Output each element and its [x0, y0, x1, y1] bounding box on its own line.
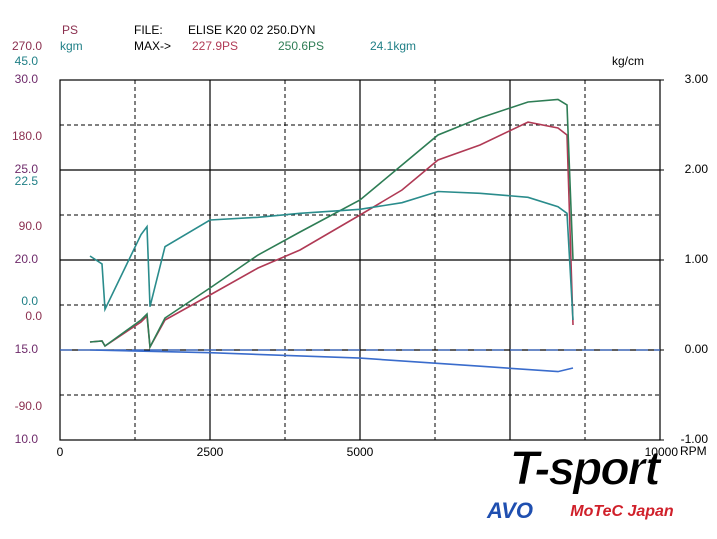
file-name: ELISE K20 02 250.DYN — [188, 23, 315, 37]
y-tick-label: 0.0 — [21, 294, 38, 308]
y-tick-label: 1.00 — [685, 252, 709, 266]
y-tick-label: 45.0 — [15, 54, 39, 68]
axis-name: kg/cm — [612, 54, 644, 68]
x-tick-label: 2500 — [197, 445, 224, 459]
axis-name: kgm — [60, 39, 83, 53]
x-axis-label: RPM — [680, 444, 707, 458]
y-tick-label: 90.0 — [19, 219, 43, 233]
max-label: MAX-> — [134, 39, 171, 53]
curve — [89, 349, 574, 373]
y-tick-label: -90.0 — [15, 399, 43, 413]
y-tick-label: 0.00 — [685, 342, 709, 356]
axis-name: PS — [62, 23, 78, 37]
max-value: 227.9PS — [192, 39, 238, 53]
y-tick-label: 15.0 — [15, 342, 39, 356]
logo-partner: AVO — [486, 498, 533, 523]
y-tick-label: -1.00 — [681, 432, 709, 446]
y-tick-label: 25.0 — [15, 162, 39, 176]
y-tick-label: 3.00 — [685, 72, 709, 86]
x-tick-label: 5000 — [347, 445, 374, 459]
y-tick-label: 270.0 — [12, 39, 42, 53]
y-tick-label: 20.0 — [15, 252, 39, 266]
curve — [89, 121, 574, 350]
y-tick-label: 180.0 — [12, 129, 42, 143]
x-tick-label: 0 — [57, 445, 64, 459]
y-tick-label: 2.00 — [685, 162, 709, 176]
y-tick-label: 0.0 — [25, 309, 42, 323]
y-tick-label: 30.0 — [15, 72, 39, 86]
logo-brand: T-sport — [510, 443, 663, 496]
curve — [89, 98, 574, 350]
logo-partner: MoTeC Japan — [570, 503, 674, 520]
y-tick-label: 22.5 — [15, 174, 39, 188]
x-tick-label: 10000 — [645, 445, 679, 459]
max-value: 24.1kgm — [370, 39, 416, 53]
max-value: 250.6PS — [278, 39, 324, 53]
file-label: FILE: — [134, 23, 163, 37]
curve — [89, 190, 574, 321]
y-tick-label: 10.0 — [15, 432, 39, 446]
